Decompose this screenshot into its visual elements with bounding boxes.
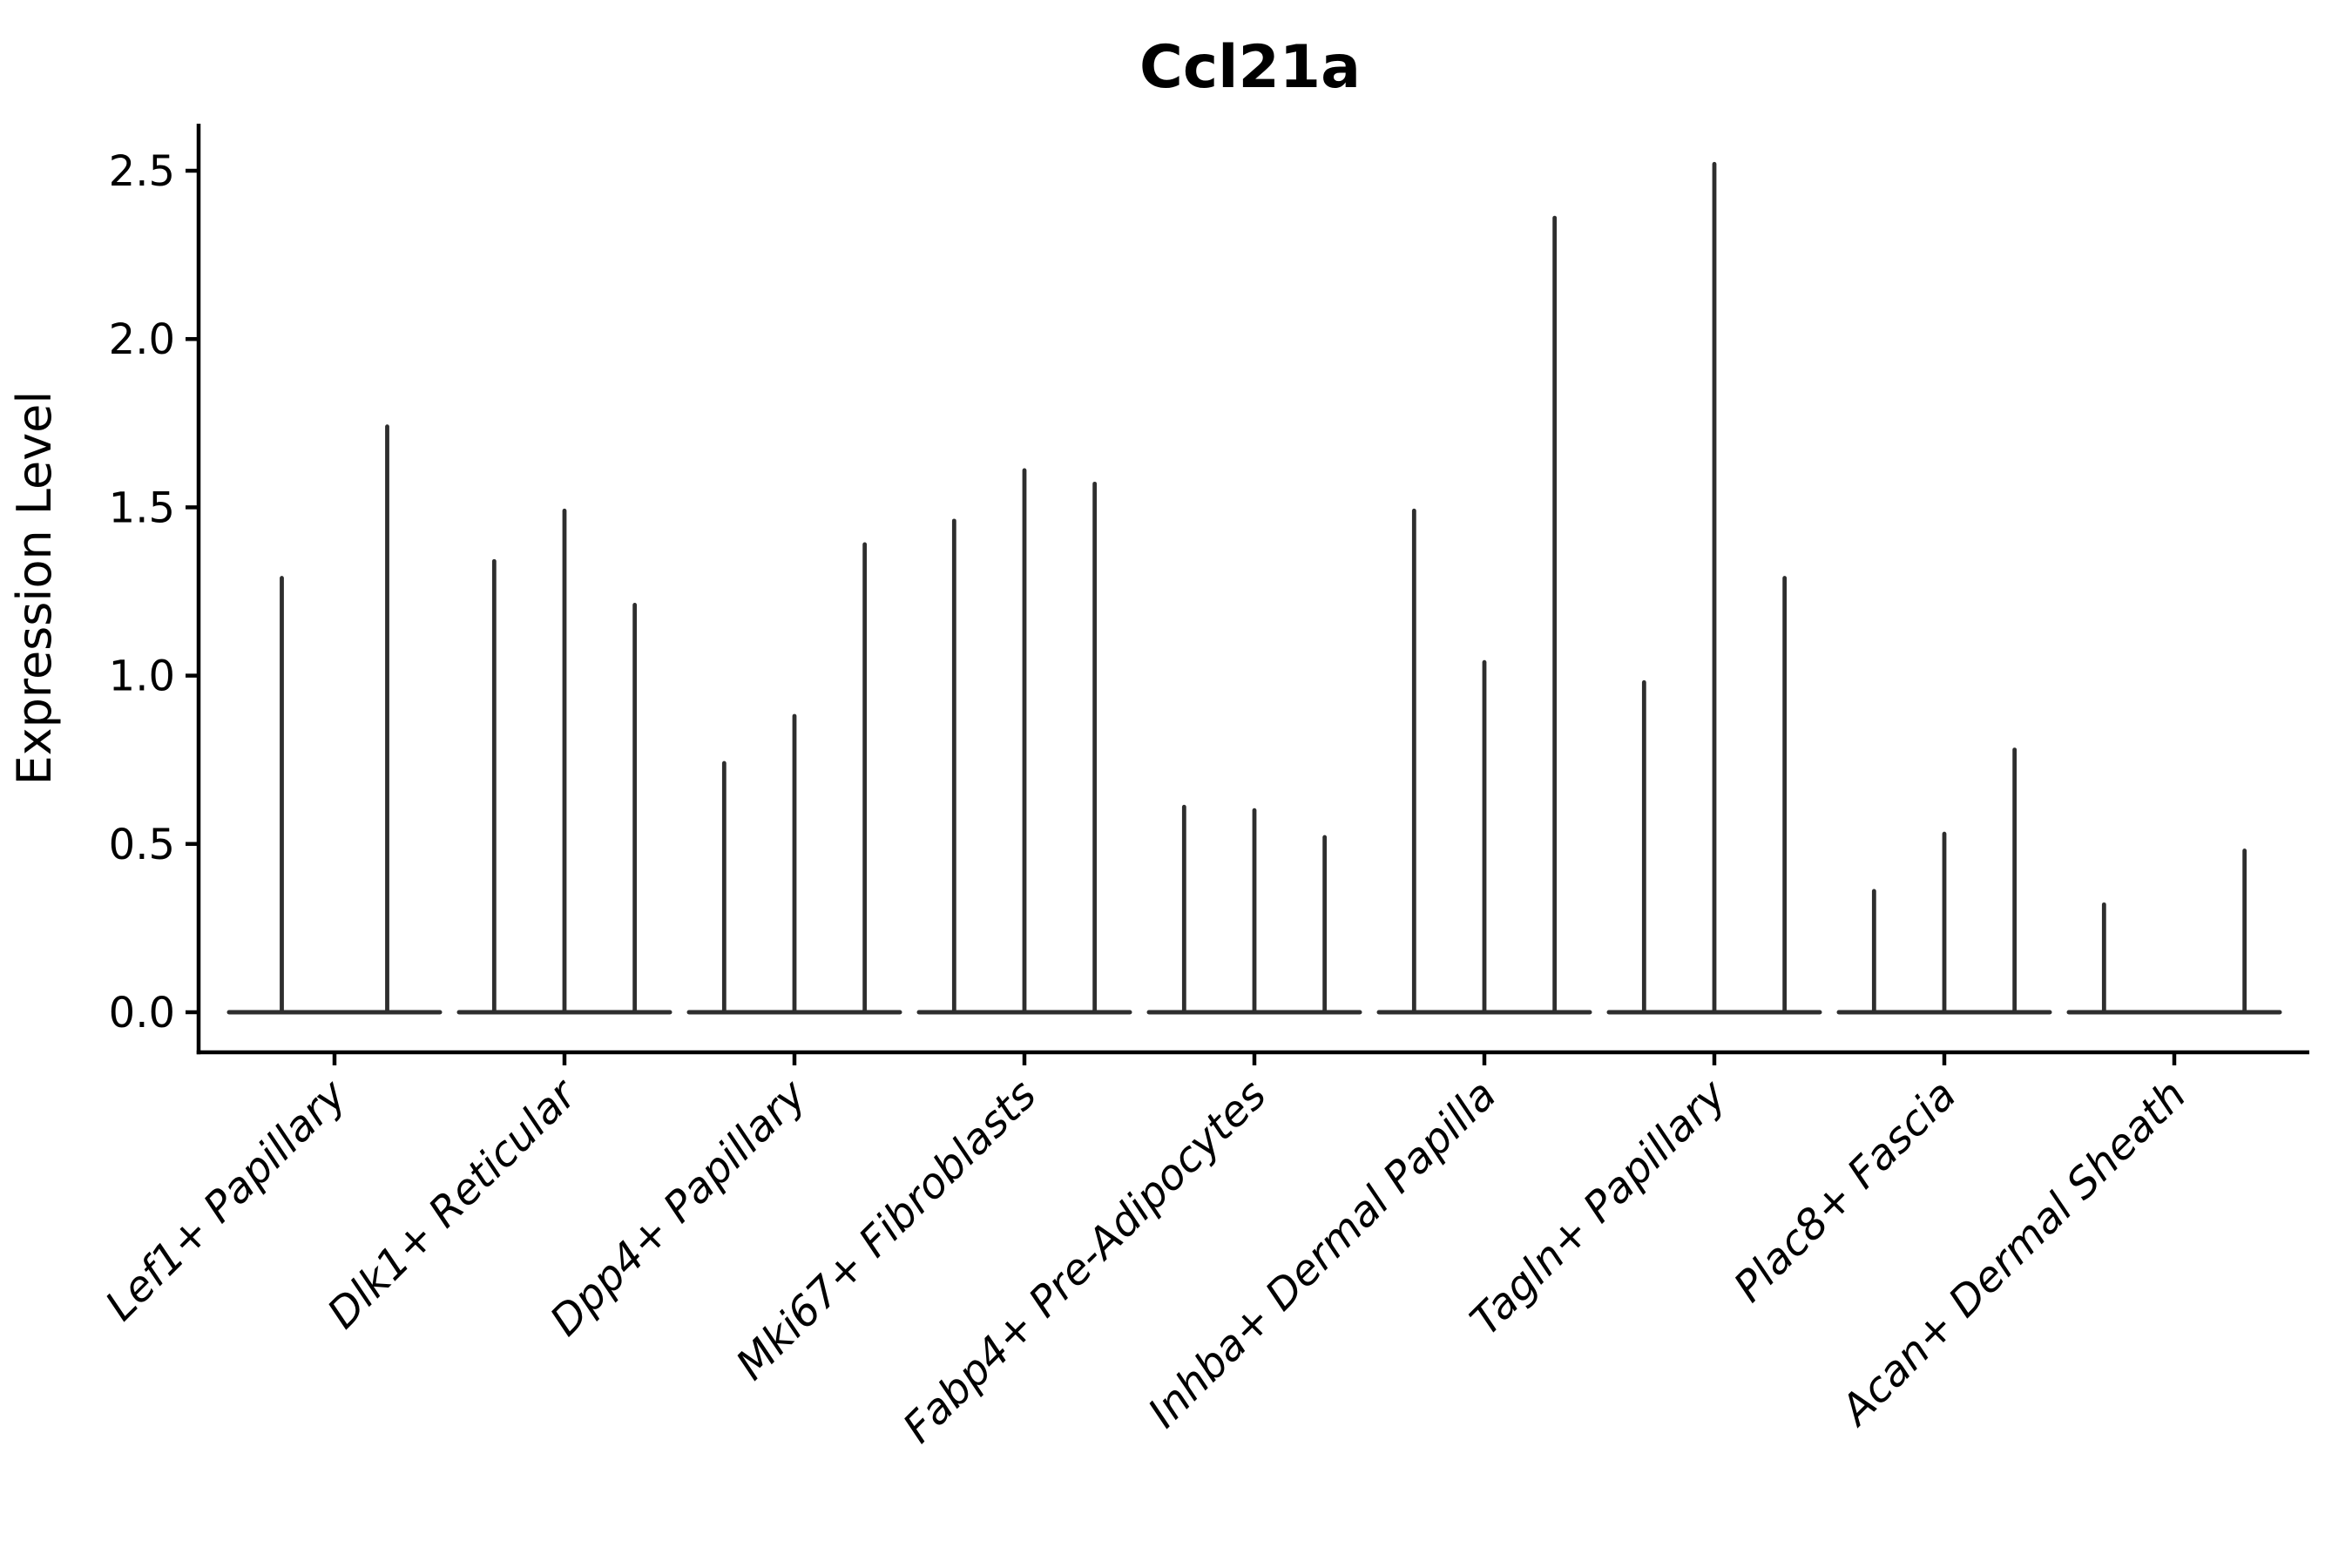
y-tick-label: 0.0: [109, 989, 175, 1037]
y-tick-label: 0.5: [109, 821, 175, 869]
violin-group: [2066, 848, 2282, 1015]
violin-group: [1606, 161, 1822, 1015]
y-axis-label: Expression Level: [7, 391, 62, 786]
violin-group: [1146, 804, 1362, 1015]
x-tick-label: Tagln+ Papillary: [1461, 1070, 1736, 1345]
x-tick-label: Plac8+ Fascia: [1725, 1071, 1966, 1312]
violin-group: [456, 508, 672, 1015]
y-tick-label: 1.5: [109, 483, 175, 532]
x-tick-label: Lef1+ Papillary: [96, 1070, 356, 1330]
violins: [226, 161, 2282, 1015]
x-tick-label: Dpp4+ Papillary: [541, 1070, 816, 1345]
y-tick-label: 2.0: [109, 315, 175, 364]
violin-group: [1836, 747, 2052, 1015]
plot-title: Ccl21a: [1139, 33, 1361, 102]
violin-group: [1376, 215, 1592, 1015]
y-tick-label: 1.0: [109, 652, 175, 701]
violin-group: [686, 542, 902, 1015]
y-tick-label: 2.5: [109, 147, 175, 196]
x-tick-label: Fabp4+ Pre-Adipocytes: [894, 1071, 1276, 1453]
x-tick-label: Dlk1+ Reticular: [318, 1069, 588, 1339]
violin-group: [916, 468, 1132, 1015]
violin-group: [226, 424, 443, 1015]
